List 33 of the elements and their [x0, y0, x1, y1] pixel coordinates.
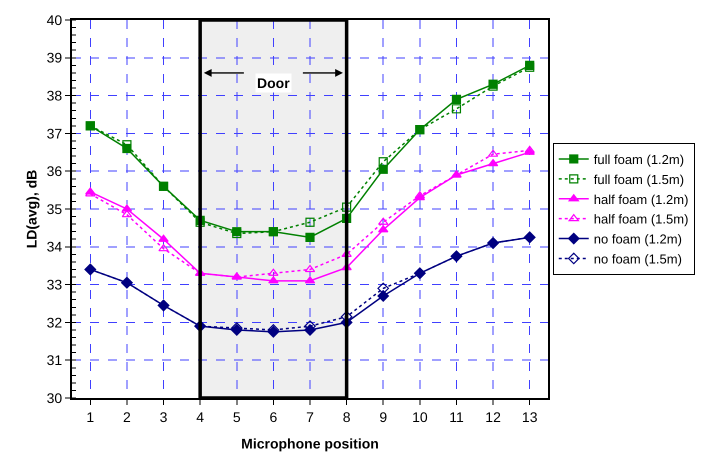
legend-label: half foam (1.2m) — [594, 192, 688, 207]
x-tick-label: 13 — [522, 408, 538, 425]
legend-label: full foam (1.2m) — [594, 152, 684, 168]
y-tick-label: 34 — [46, 238, 62, 255]
y-tick-label: 40 — [46, 12, 62, 28]
y-tick-label: 32 — [46, 314, 62, 330]
x-tick-label: 10 — [412, 408, 428, 425]
x-axis-title: Microphone position — [241, 436, 379, 452]
x-tick-label: 4 — [196, 408, 204, 425]
legend-label: half foam (1.5m) — [594, 212, 688, 227]
x-tick-label: 11 — [449, 408, 464, 425]
x-tick-label: 2 — [123, 408, 132, 425]
x-tick-label: 5 — [232, 408, 241, 425]
y-tick-label: 33 — [46, 276, 62, 292]
x-tick-label: 7 — [306, 408, 314, 425]
y-axis-title: LD(avg), dB — [24, 170, 40, 248]
y-tick-label: 30 — [46, 390, 62, 406]
y-tick-label: 31 — [46, 352, 62, 368]
y-tick-label: 39 — [46, 50, 62, 66]
x-tick-label: 12 — [485, 408, 502, 425]
y-tick-label: 37 — [46, 125, 62, 142]
legend-label: no foam (1.5m) — [594, 252, 682, 267]
x-tick-label: 8 — [342, 408, 351, 425]
y-tick-label: 38 — [46, 88, 62, 104]
x-tick-label: 6 — [269, 408, 278, 425]
band-label: Door — [257, 75, 290, 91]
x-tick-label: 9 — [379, 408, 388, 425]
legend-label: full foam (1.5m) — [594, 172, 684, 187]
y-tick-label: 36 — [46, 163, 62, 180]
legend-label: no foam (1.2m) — [594, 232, 682, 247]
y-tick-label: 35 — [46, 200, 62, 217]
x-tick-label: 3 — [160, 408, 168, 425]
x-tick-label: 1 — [86, 408, 94, 425]
